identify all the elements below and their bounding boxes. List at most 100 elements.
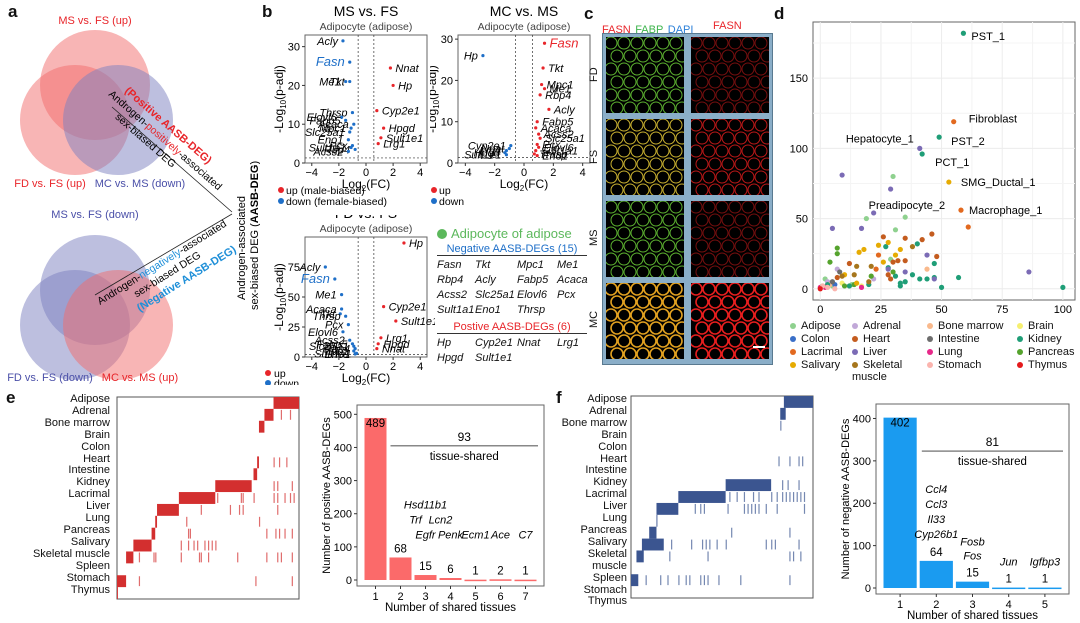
cell-outline bbox=[721, 101, 735, 113]
legend-label: Brain bbox=[1028, 320, 1054, 332]
data-point-kidney bbox=[897, 280, 903, 286]
data-point bbox=[509, 144, 513, 148]
cell-outline bbox=[649, 213, 663, 227]
panel-label-d: d bbox=[774, 4, 785, 23]
cell-outline bbox=[747, 157, 761, 171]
shared-count: 81 bbox=[986, 435, 1000, 449]
legend-dot bbox=[927, 323, 933, 330]
cell-outline bbox=[760, 321, 769, 335]
data-point bbox=[353, 347, 357, 351]
heatmap-row-label: Stomach bbox=[66, 571, 110, 584]
bar bbox=[955, 581, 990, 588]
data-point bbox=[379, 336, 383, 340]
cell-outline bbox=[691, 170, 703, 184]
cell-outline bbox=[610, 347, 624, 359]
cell-outline bbox=[741, 226, 755, 240]
cell-outline bbox=[760, 213, 769, 227]
heatmap-row-label: Lacrimal bbox=[68, 488, 110, 501]
heatmap-row-label: Brain bbox=[601, 428, 627, 441]
cell-outline bbox=[741, 37, 755, 50]
legend-item: Lung bbox=[927, 346, 1017, 358]
y-tick-label: 100 bbox=[790, 143, 808, 155]
gene-table-title-text: Adipocyte of adipose bbox=[451, 226, 572, 241]
cell-outline bbox=[643, 88, 657, 102]
gene-label: Hpgd bbox=[383, 339, 410, 351]
side-label: Androgen-associated sex-biased DEG (AASB… bbox=[236, 161, 260, 310]
gene-label: Me1 bbox=[550, 84, 571, 96]
cell-outline bbox=[610, 75, 624, 89]
heatmap-block bbox=[273, 397, 299, 409]
cell-outline bbox=[715, 144, 729, 158]
cell-outline bbox=[649, 75, 663, 89]
cell-outline bbox=[662, 239, 676, 253]
gene-row: Acss2 Slc25a1 Elovl6 Pcx bbox=[437, 288, 587, 303]
cell-outline bbox=[636, 101, 650, 113]
cell-icon bbox=[437, 228, 447, 239]
heatmap-tick bbox=[792, 492, 795, 502]
data-point bbox=[537, 132, 541, 136]
gene-annotation: Igfbp3 bbox=[1030, 557, 1061, 569]
heatmap-tick bbox=[758, 503, 760, 514]
x-tick-label: 4 bbox=[417, 167, 423, 179]
shared-count: 93 bbox=[458, 430, 472, 444]
heatmap-row-label: Bone marrow bbox=[44, 416, 110, 429]
gene-cell: Sult1a1 bbox=[437, 304, 475, 316]
gene-cell: Elovl6 bbox=[517, 289, 547, 301]
heatmap-tick bbox=[703, 503, 705, 514]
bar bbox=[514, 579, 537, 582]
x-tick-label: 3 bbox=[969, 599, 975, 611]
panel-label-a: a bbox=[8, 2, 18, 21]
cell-outline bbox=[649, 157, 663, 171]
cell-outline bbox=[741, 144, 755, 158]
heatmap-tick bbox=[729, 492, 731, 502]
data-point bbox=[346, 149, 350, 153]
cell-outline bbox=[617, 334, 631, 348]
cell-outline bbox=[760, 239, 769, 253]
y-tick-label: 50 bbox=[288, 292, 300, 304]
heatmap-tick bbox=[789, 456, 791, 467]
gene-label: Sult1a1 bbox=[309, 142, 346, 154]
cell-outline bbox=[728, 37, 742, 50]
gene-annotation: Jun bbox=[999, 557, 1018, 569]
point-annotation: Preadipocyte_2 bbox=[869, 200, 945, 212]
legend-label: Lung bbox=[938, 346, 963, 358]
cell-outline bbox=[754, 170, 768, 184]
data-point-kidney bbox=[1060, 284, 1066, 290]
tissue-mesh bbox=[691, 37, 769, 113]
heatmap-tick bbox=[280, 552, 282, 563]
cell-outline bbox=[675, 49, 684, 63]
gene-label: Me1 bbox=[319, 77, 340, 89]
heatmap-tick bbox=[709, 539, 711, 550]
cell-outline bbox=[617, 144, 631, 158]
heatmap-row-label: Adipose bbox=[70, 393, 110, 405]
cell-outline bbox=[675, 183, 684, 195]
cell-outline bbox=[691, 226, 703, 240]
cell-outline bbox=[675, 295, 684, 309]
x-tick-label: 1 bbox=[372, 591, 378, 603]
data-point bbox=[348, 60, 352, 64]
data-point-adipose bbox=[863, 215, 869, 222]
cell-outline bbox=[721, 265, 735, 277]
x-tick-label: 7 bbox=[522, 591, 528, 603]
heatmap-tick bbox=[180, 540, 182, 551]
y-tick-label: 0 bbox=[346, 575, 352, 587]
data-point bbox=[349, 145, 353, 150]
bar bbox=[992, 587, 1026, 590]
micro-row-label: MC bbox=[588, 310, 600, 328]
gene-row: Rbp4 Acly Fabp5 Acaca bbox=[437, 273, 588, 288]
gene-label: Hp bbox=[409, 238, 423, 250]
cell-outline bbox=[606, 88, 618, 102]
cell-outline bbox=[734, 321, 748, 335]
heatmap-tick bbox=[789, 551, 791, 562]
data-point bbox=[535, 153, 539, 158]
heatmap-tick bbox=[691, 539, 693, 550]
heatmap-tick bbox=[800, 492, 802, 502]
gene-label: Acss2 bbox=[312, 146, 343, 158]
data-point-heart bbox=[880, 234, 886, 240]
heatmap-tick bbox=[798, 480, 800, 491]
cell-outline bbox=[728, 226, 742, 240]
heatmap-tick bbox=[284, 493, 286, 503]
x-tick-label: 0 bbox=[363, 361, 369, 373]
gene-label: Nnat bbox=[382, 344, 406, 356]
gene-label: Cyp2e1 bbox=[468, 141, 506, 153]
